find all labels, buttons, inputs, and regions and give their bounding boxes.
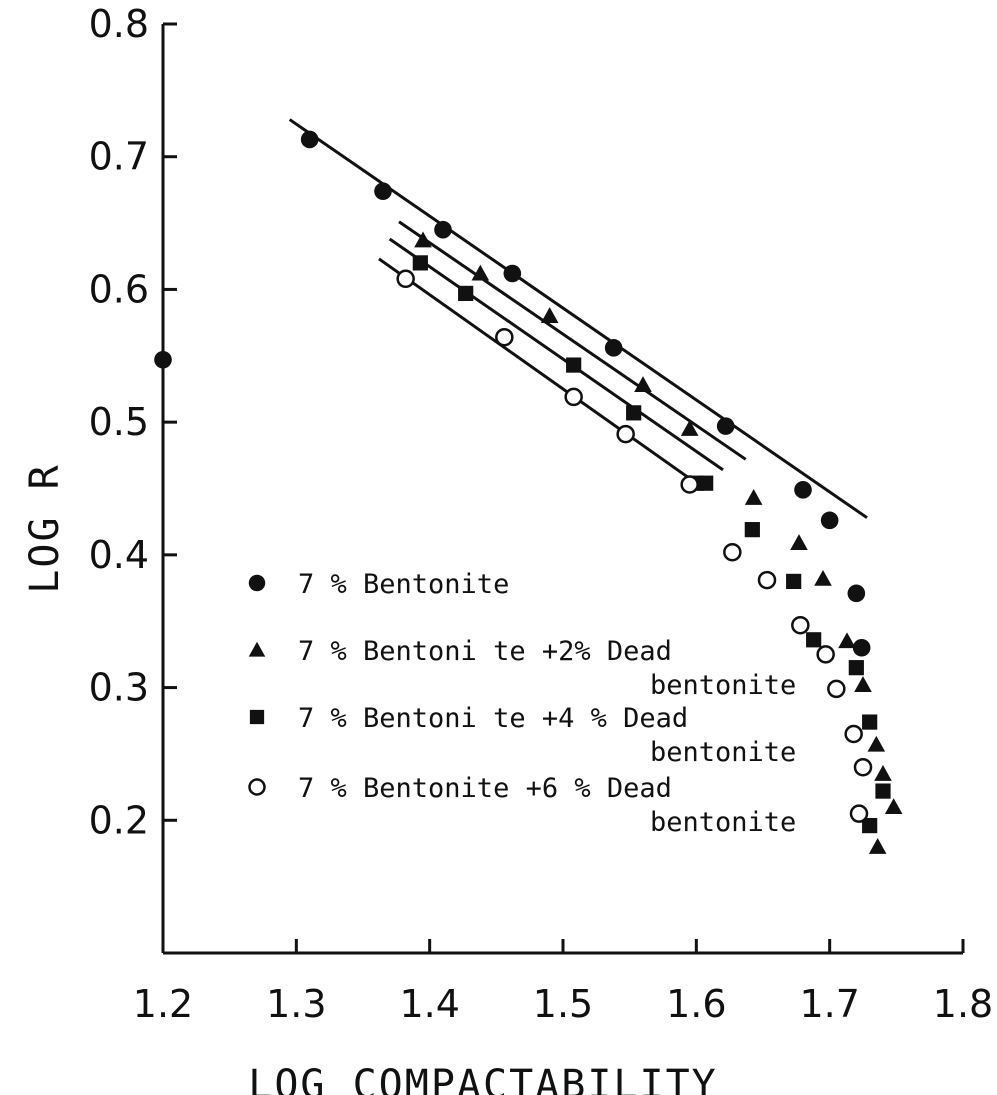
- x-tick-label: 1.2: [133, 982, 193, 1026]
- fit-line: [378, 257, 698, 485]
- data-point: [816, 645, 835, 664]
- data-point: [744, 488, 763, 505]
- x-tick-label: 1.7: [799, 982, 859, 1026]
- data-point: [540, 307, 559, 324]
- data-point: [680, 419, 699, 436]
- fit-line: [398, 220, 747, 461]
- y-tick-label: 0.5: [89, 400, 149, 444]
- data-point: [604, 339, 623, 357]
- data-point: [503, 264, 522, 283]
- y-axis-title: LOG R: [22, 463, 68, 593]
- data-point: [680, 475, 699, 494]
- data-point: [844, 724, 863, 744]
- data-point: [634, 376, 652, 393]
- data-point: [852, 638, 871, 657]
- data-point: [396, 269, 415, 289]
- data-point: [848, 660, 864, 676]
- data-point: [853, 757, 873, 777]
- data-point: [806, 632, 822, 648]
- x-axis-ticks: 1.2 1.3 1.4 1.5 1.6 1.7 1.8: [133, 939, 993, 1026]
- data-point: [849, 804, 869, 823]
- data-point: [790, 534, 808, 550]
- x-tick-label: 1.4: [399, 982, 459, 1026]
- data-point: [744, 522, 760, 538]
- y-tick-label: 0.2: [89, 798, 149, 842]
- legend-label: 7 % Bentoni te +2% Dead: [298, 636, 672, 667]
- data-point: [862, 714, 878, 730]
- y-tick-label: 0.4: [89, 533, 149, 577]
- data-point: [847, 584, 866, 603]
- data-point: [564, 387, 583, 407]
- fit-line: [288, 118, 868, 519]
- data-point: [616, 424, 635, 444]
- data-point: [875, 783, 891, 799]
- data-point: [791, 615, 810, 635]
- data-point: [854, 676, 872, 692]
- legend-marker: [249, 709, 265, 725]
- data-points: [154, 130, 903, 854]
- data-point: [867, 735, 886, 752]
- data-point: [820, 511, 839, 530]
- data-point: [884, 798, 903, 815]
- legend-marker: [248, 574, 266, 592]
- x-tick-label: 1.8: [933, 982, 993, 1026]
- x-tick-label: 1.3: [266, 982, 326, 1026]
- data-point: [786, 573, 802, 589]
- y-axis-ticks: 0.2 0.3 0.4 0.5 0.6 0.7 0.8: [89, 2, 177, 842]
- data-point: [794, 481, 812, 499]
- legend-marker: [248, 641, 266, 657]
- data-point: [716, 417, 735, 435]
- data-point: [374, 182, 392, 201]
- fit-line: [388, 237, 724, 472]
- data-point: [814, 569, 832, 586]
- data-point: [154, 350, 172, 369]
- legend-label: 7 % Bentonite +6 % Dead: [298, 773, 672, 804]
- data-point: [868, 838, 887, 854]
- data-point: [827, 679, 846, 699]
- data-point: [757, 570, 777, 590]
- data-point: [434, 220, 452, 239]
- legend-label: 7 % Bentonite: [298, 569, 509, 600]
- legend-label: bentonite: [650, 670, 796, 701]
- data-point: [412, 255, 428, 271]
- legend-label: bentonite: [650, 807, 796, 838]
- data-point: [723, 542, 742, 562]
- fit-lines: [288, 118, 868, 519]
- data-point: [626, 405, 642, 421]
- x-axis-title: LOG COMPACTABILITY: [248, 1062, 717, 1095]
- data-point: [874, 765, 892, 781]
- y-tick-label: 0.6: [89, 267, 149, 311]
- y-tick-label: 0.8: [89, 2, 149, 46]
- x-tick-label: 1.5: [533, 982, 593, 1026]
- data-point: [495, 327, 514, 347]
- data-point: [698, 475, 714, 491]
- legend-label: bentonite: [650, 737, 796, 768]
- data-point: [566, 357, 582, 373]
- data-point: [862, 817, 878, 834]
- x-tick-label: 1.6: [666, 982, 726, 1026]
- y-tick-label: 0.7: [89, 135, 149, 179]
- data-point: [471, 264, 490, 281]
- data-point: [300, 130, 319, 149]
- legend-label: 7 % Bentoni te +4 % Dead: [298, 703, 688, 734]
- y-tick-label: 0.3: [89, 666, 149, 710]
- data-point: [458, 285, 474, 302]
- chart-axes: [161, 24, 963, 955]
- legend-marker: [248, 778, 266, 796]
- data-point: [838, 632, 856, 649]
- data-point: [414, 231, 432, 248]
